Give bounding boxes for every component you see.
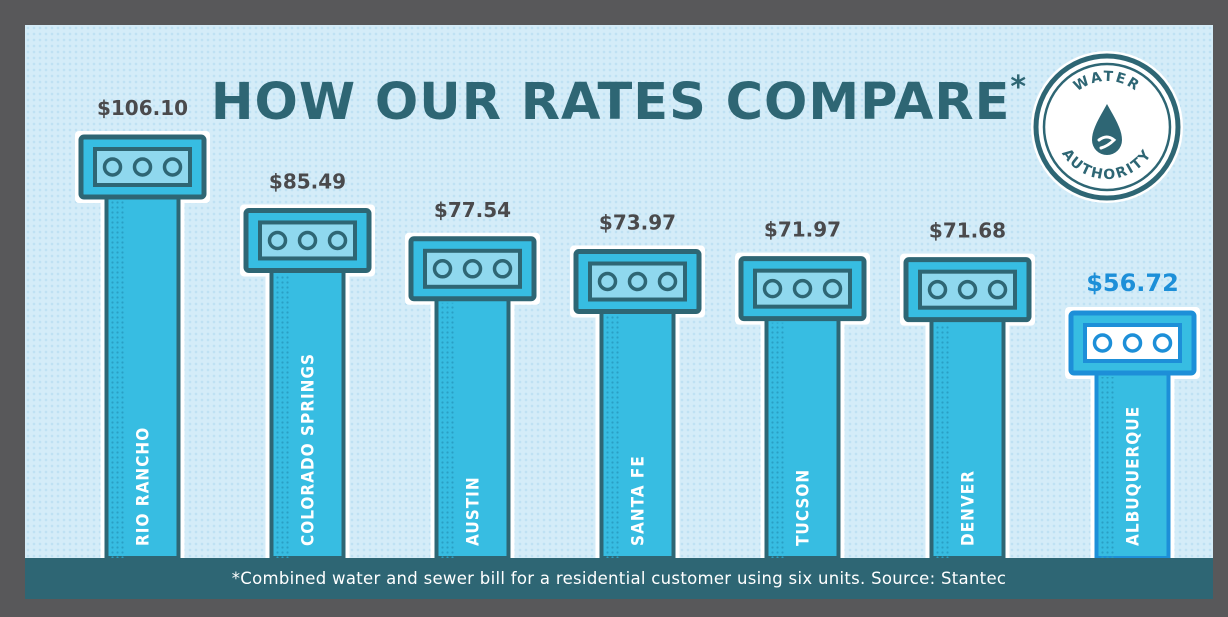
bolt-icon bbox=[1122, 333, 1143, 353]
value-label: $77.54 bbox=[434, 198, 511, 222]
infographic-panel: HOW OUR RATES COMPARE* $106.10 RIO RANCHO… bbox=[25, 25, 1213, 599]
category-label: COLORADO SPRINGS bbox=[299, 353, 319, 546]
bolt-icon bbox=[267, 230, 288, 251]
bolt-icon bbox=[432, 259, 453, 279]
bar-albuquerque: $56.72 ALBUQUERQUE bbox=[1065, 269, 1200, 560]
bolt-icon bbox=[987, 279, 1008, 300]
category-label: RIO RANCHO bbox=[134, 427, 154, 546]
bolt-icon bbox=[597, 271, 618, 292]
bolt-icon bbox=[957, 279, 978, 300]
bar-colorado-springs: $85.49 COLORADO SPRINGS bbox=[240, 169, 375, 561]
category-label: ALBUQUERQUE bbox=[1124, 406, 1144, 546]
bolt-icon bbox=[297, 230, 318, 251]
bolt-icon bbox=[327, 230, 348, 251]
bar-tucson: $71.97 TUCSON bbox=[735, 218, 870, 560]
bolt-icon bbox=[1092, 333, 1113, 353]
value-label: $71.97 bbox=[764, 218, 841, 242]
bolt-icon bbox=[102, 157, 123, 177]
water-drop-icon bbox=[1092, 104, 1122, 155]
bolt-icon bbox=[762, 278, 783, 299]
bolt-icon bbox=[462, 259, 483, 279]
bar-denver: $71.68 DENVER bbox=[900, 219, 1035, 560]
footnote: *Combined water and sewer bill for a res… bbox=[25, 558, 1213, 599]
category-label: SANTA FE bbox=[629, 455, 649, 546]
category-label: TUCSON bbox=[794, 469, 814, 546]
water-authority-logo: WATER AUTHORITY bbox=[1031, 51, 1183, 203]
value-label: $106.10 bbox=[97, 96, 188, 120]
bolt-icon bbox=[927, 279, 948, 300]
chart-title: HOW OUR RATES COMPARE* bbox=[210, 70, 1028, 132]
bolt-icon bbox=[627, 271, 648, 292]
bolt-icon bbox=[162, 157, 183, 177]
category-label: AUSTIN bbox=[464, 476, 484, 546]
bolt-icon bbox=[1152, 333, 1173, 353]
value-label: $85.49 bbox=[269, 169, 346, 193]
bar-rio-rancho: $106.10 RIO RANCHO bbox=[75, 96, 210, 560]
bolt-icon bbox=[657, 271, 678, 292]
value-label: $71.68 bbox=[929, 219, 1006, 243]
category-label: DENVER bbox=[959, 470, 979, 546]
value-label: $73.97 bbox=[599, 211, 676, 235]
bolt-icon bbox=[792, 278, 813, 299]
bolt-icon bbox=[132, 157, 153, 177]
bar-santa-fe: $73.97 SANTA FE bbox=[570, 211, 705, 560]
bolt-icon bbox=[492, 259, 513, 279]
value-label: $56.72 bbox=[1086, 269, 1179, 297]
bolt-icon bbox=[822, 278, 843, 299]
bar-austin: $77.54 AUSTIN bbox=[405, 198, 540, 560]
